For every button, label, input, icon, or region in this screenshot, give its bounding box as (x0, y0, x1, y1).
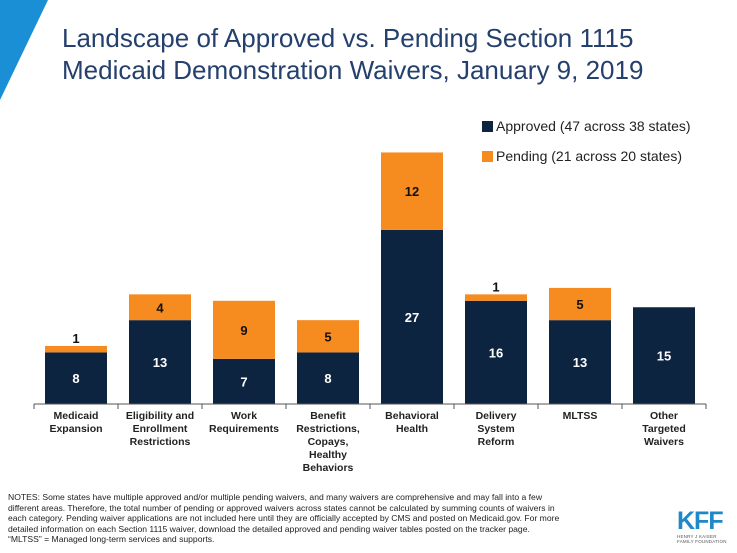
x-tick-label: System (477, 423, 514, 435)
x-tick-label: Behaviors (303, 462, 354, 474)
data-label-pending: 9 (240, 323, 247, 338)
bar-approved (297, 352, 359, 404)
kff-logo: KFF HENRY J KAISER FAMILY FOUNDATION (677, 508, 733, 548)
title-line-1: Landscape of Approved vs. Pending Sectio… (62, 23, 634, 53)
bar-pending (213, 300, 275, 359)
bar-pending (45, 345, 107, 353)
bar-approved (129, 320, 191, 404)
x-tick-label: Expansion (49, 423, 102, 435)
notes-line: detailed information on each Section 111… (8, 523, 530, 534)
data-label-approved: 8 (324, 371, 331, 386)
kff-logo-sub2: FAMILY FOUNDATION (677, 539, 727, 544)
data-label-approved: 27 (405, 310, 419, 325)
title-line-2: Medicaid Demonstration Waivers, January … (62, 55, 644, 85)
legend-label: Approved (47 across 38 states) (496, 118, 691, 134)
kff-logo-mark: KFF (677, 507, 724, 535)
data-label-approved: 8 (72, 371, 79, 386)
x-tick-label: Benefit (310, 410, 346, 422)
x-tick-label: MLTSS (563, 410, 598, 422)
legend-swatch (482, 121, 493, 132)
corner-accent (0, 0, 48, 100)
x-tick-label: Restrictions (130, 436, 191, 448)
data-label-pending: 5 (576, 297, 583, 312)
data-label-approved: 16 (489, 345, 503, 360)
bar-approved (465, 300, 527, 404)
x-tick-label: Restrictions, (296, 423, 360, 435)
legend-swatch (482, 151, 493, 162)
x-tick-label: Healthy (309, 449, 347, 461)
data-label-approved: 13 (153, 355, 167, 370)
bar-approved (633, 307, 695, 404)
bar-pending (549, 287, 611, 321)
x-tick-label: Medicaid (54, 410, 99, 422)
data-label-approved: 13 (573, 355, 587, 370)
x-tick-label: Work (231, 410, 257, 422)
x-tick-label: Reform (478, 436, 515, 448)
x-tick-label: Waivers (644, 436, 684, 448)
notes-line: “MLTSS” = Managed long-term services and… (8, 534, 215, 544)
x-tick-label: Enrollment (133, 423, 188, 435)
notes-line: NOTES: Some states have multiple approve… (8, 492, 543, 502)
data-label-pending: 4 (156, 300, 164, 315)
bar-pending (297, 320, 359, 353)
data-label-pending: 5 (324, 329, 331, 344)
bar-approved (381, 229, 443, 404)
chart-title: Landscape of Approved vs. Pending Sectio… (62, 22, 722, 86)
bar-pending (465, 294, 527, 301)
kff-logo-sub1: HENRY J KAISER (677, 534, 717, 539)
legend-label: Pending (21 across 20 states) (496, 148, 682, 164)
x-tick-label: Targeted (642, 423, 686, 435)
data-label-approved: 15 (657, 349, 671, 364)
kff-logo-subtitle: HENRY J KAISER FAMILY FOUNDATION (677, 534, 733, 544)
data-label-pending: 1 (72, 331, 79, 346)
bar-pending (381, 152, 443, 230)
data-label-pending: 1 (492, 279, 499, 294)
bar-approved (213, 358, 275, 404)
data-label-approved: 7 (240, 374, 247, 389)
x-tick-label: Delivery (476, 410, 517, 422)
x-tick-label: Eligibility and (126, 410, 194, 422)
x-tick-label: Copays, (308, 436, 349, 448)
x-tick-label: Health (396, 423, 428, 435)
notes-line: each category. Pending waiver applicatio… (8, 513, 560, 523)
bar-approved (45, 352, 107, 404)
x-tick-label: Other (650, 410, 678, 422)
x-tick-label: Behavioral (385, 410, 439, 422)
bar-pending (129, 294, 191, 321)
x-tick-label: Requirements (209, 423, 279, 435)
notes: NOTES: Some states have multiple approve… (8, 492, 664, 545)
notes-line: different areas. Therefore, the total nu… (8, 502, 555, 513)
bar-approved (549, 320, 611, 404)
data-label-pending: 12 (405, 184, 419, 199)
